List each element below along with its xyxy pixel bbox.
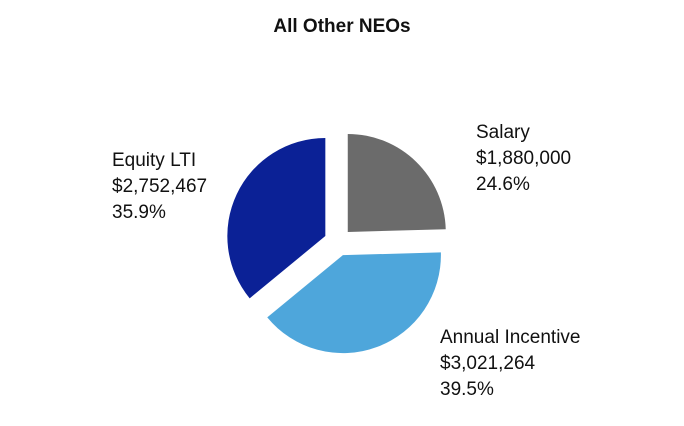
pie-slice-equity-lti [227,138,326,299]
label-salary-name: Salary [476,122,530,143]
label-equity-lti-value: $2,752,467 [112,176,208,197]
label-equity-lti-name: Equity LTI [112,150,197,171]
pie-slice-annual-incentive [267,252,441,354]
label-annual-incentive-value: $3,021,264 [440,353,536,374]
label-salary-value: $1,880,000 [476,148,572,169]
label-salary: Salary $1,880,000 24.6% [476,120,571,198]
chart-title: All Other NEOs [273,16,411,37]
label-annual-incentive: Annual Incentive $3,021,264 39.5% [440,325,581,403]
pie-slice-salary [347,133,446,232]
label-annual-incentive-name: Annual Incentive [440,327,581,348]
label-equity-lti-percent: 35.9% [112,202,166,223]
label-salary-percent: 24.6% [476,174,530,195]
label-annual-incentive-percent: 39.5% [440,379,494,400]
label-equity-lti: Equity LTI $2,752,467 35.9% [112,148,207,226]
